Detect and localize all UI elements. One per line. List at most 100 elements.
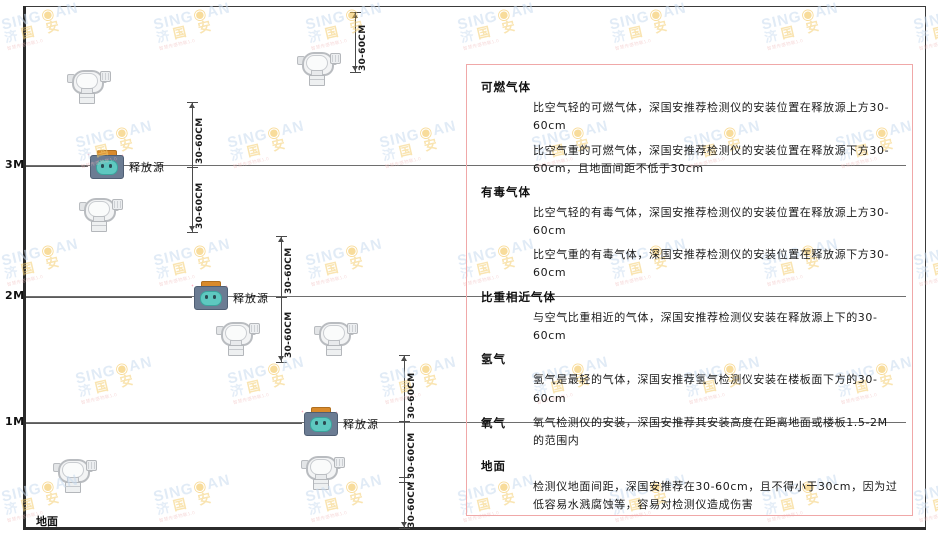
detector-sensor bbox=[100, 71, 111, 82]
release-source-icon bbox=[301, 407, 338, 437]
dimension-arrow-down bbox=[188, 226, 195, 231]
dimension-arrow-up bbox=[277, 237, 284, 242]
ground-label: 地面 bbox=[36, 515, 58, 528]
gas-detector-icon bbox=[300, 452, 345, 490]
dimension-arrow-down bbox=[400, 522, 407, 527]
section-paragraph: 与空气比重相近的气体，深国安推荐检测仪安装在释放源上下的30-60cm bbox=[533, 310, 878, 343]
info-panel: 可燃气体 比空气轻的可燃气体，深国安推荐检测仪的安装位置在释放源上方30-60c… bbox=[466, 64, 913, 516]
source-eye-right bbox=[109, 164, 112, 168]
section-paragraph: 氧气检测仪的安装，深国安推荐其安装高度在距离地面或楼板1.5-2M的范围内 bbox=[533, 415, 888, 447]
dimension-arrow-up bbox=[188, 103, 195, 108]
panel-section-ground: 地面 检测仪地面间距，深国安推荐在30-60cm，且不得小于30cm，因为过低容… bbox=[481, 458, 898, 515]
dimension-tick bbox=[187, 167, 198, 168]
section-paragraph: 比空气重的有毒气体，深国安推荐检测仪的安装位置在释放源下方30-60cm bbox=[533, 248, 890, 280]
dimension-tick bbox=[276, 362, 287, 363]
level-label-3m: 3M bbox=[5, 158, 25, 171]
ground-axis bbox=[23, 527, 926, 530]
gas-detector-icon bbox=[66, 66, 111, 104]
panel-section-similar-density: 比重相近气体 与空气比重相近的气体，深国安推荐检测仪安装在释放源上下的30-60… bbox=[481, 289, 898, 346]
source-eye-left bbox=[101, 164, 104, 168]
detector-base bbox=[79, 93, 95, 104]
release-source-label: 释放源 bbox=[233, 292, 269, 305]
detector-head-inner bbox=[323, 325, 345, 341]
detector-sensor bbox=[334, 457, 345, 468]
panel-section-hydrogen: 氢气 氢气是最轻的气体，深国安推荐氢气检测仪安装在楼板面下方的30-60cm bbox=[481, 351, 898, 408]
dimension-tick bbox=[399, 477, 410, 478]
dimension-label: 30-60CM bbox=[284, 311, 294, 358]
gas-detector-icon bbox=[52, 455, 97, 493]
dimension-arrow-down bbox=[277, 356, 284, 361]
release-source-icon bbox=[191, 281, 228, 311]
spark-icon bbox=[191, 284, 194, 287]
dimension-tick bbox=[350, 72, 361, 73]
dimension-tick bbox=[399, 528, 410, 529]
gas-detector-icon bbox=[215, 318, 260, 356]
section-paragraph: 氢气是最轻的气体，深国安推荐氢气检测仪安装在楼板面下方的30-60cm bbox=[533, 373, 878, 405]
dimension-arrow-up bbox=[400, 356, 407, 361]
dimension-label: 30-60CM bbox=[284, 247, 294, 294]
panel-section-oxygen: 氧气 氧气检测仪的安装，深国安推荐其安装高度在距离地面或楼板1.5-2M的范围内 bbox=[481, 414, 898, 454]
dimension-arrow-up bbox=[351, 13, 358, 18]
dimension-tick bbox=[276, 236, 287, 237]
section-title: 氧气 bbox=[481, 415, 506, 430]
dimension-label: 30-60CM bbox=[195, 117, 205, 164]
section-paragraph: 检测仪地面间距，深国安推荐在30-60cm，且不得小于30cm，因为过低容易水溅… bbox=[533, 480, 898, 512]
dimension-spine bbox=[355, 12, 356, 72]
dimension-spine bbox=[404, 355, 405, 528]
dimension-spine bbox=[281, 236, 282, 362]
gas-detector-icon bbox=[313, 318, 358, 356]
detector-head-inner bbox=[310, 459, 332, 475]
section-title: 有毒气体 bbox=[481, 184, 531, 199]
source-eye-right bbox=[213, 295, 216, 299]
detector-base bbox=[91, 221, 107, 232]
dimension-tick bbox=[187, 102, 198, 103]
dimension-label: 30-60CM bbox=[407, 372, 417, 419]
detector-head-inner bbox=[225, 325, 247, 341]
panel-section-toxic: 有毒气体 比空气轻的有毒气体，深国安推荐检测仪的安装位置在释放源上方30-60c… bbox=[481, 184, 898, 283]
detector-head-inner bbox=[306, 55, 328, 71]
spark-icon bbox=[301, 410, 304, 413]
dimension-arrow-down bbox=[351, 66, 358, 71]
dimension-tick bbox=[350, 12, 361, 13]
dimension-label: 30-60CM bbox=[407, 481, 417, 528]
section-title: 比重相近气体 bbox=[481, 289, 556, 304]
gas-detector-icon bbox=[78, 194, 123, 232]
detector-sensor bbox=[86, 460, 97, 471]
detector-head-inner bbox=[88, 201, 110, 217]
detector-base bbox=[309, 75, 325, 86]
section-title: 地面 bbox=[481, 458, 506, 473]
release-source-label: 释放源 bbox=[343, 418, 379, 431]
section-title: 可燃气体 bbox=[481, 80, 531, 94]
dimension-tick bbox=[399, 482, 410, 483]
frame-top-border bbox=[23, 6, 926, 7]
vertical-axis bbox=[23, 6, 26, 529]
detector-sensor bbox=[347, 323, 358, 334]
dimension-label: 30-60CM bbox=[407, 432, 417, 479]
dimension-tick bbox=[399, 421, 410, 422]
source-screen bbox=[96, 160, 118, 175]
detector-sensor bbox=[330, 53, 341, 64]
detector-sensor bbox=[249, 323, 260, 334]
leader-line-3m bbox=[26, 166, 88, 167]
source-screen bbox=[310, 417, 332, 432]
detector-sensor bbox=[112, 199, 123, 210]
source-eye-left bbox=[205, 295, 208, 299]
detector-base bbox=[228, 345, 244, 356]
dimension-tick bbox=[399, 355, 410, 356]
level-label-2m: 2M bbox=[5, 289, 25, 302]
dimension-label: 30-60CM bbox=[358, 24, 368, 71]
detector-base bbox=[326, 345, 342, 356]
spark-icon bbox=[87, 153, 90, 156]
level-label-1m: 1M bbox=[5, 415, 25, 428]
dimension-label: 30-60CM bbox=[195, 182, 205, 229]
section-title: 氢气 bbox=[481, 352, 506, 367]
detector-head-inner bbox=[76, 73, 98, 89]
section-paragraph: 比空气轻的可燃气体，深国安推荐检测仪的安装位置在释放源上方30-60cm bbox=[533, 101, 890, 133]
release-source-icon bbox=[87, 150, 124, 180]
gas-detector-icon bbox=[296, 48, 341, 86]
frame-right-border bbox=[925, 6, 926, 529]
dimension-tick bbox=[187, 232, 198, 233]
leader-line-2m bbox=[26, 297, 192, 298]
